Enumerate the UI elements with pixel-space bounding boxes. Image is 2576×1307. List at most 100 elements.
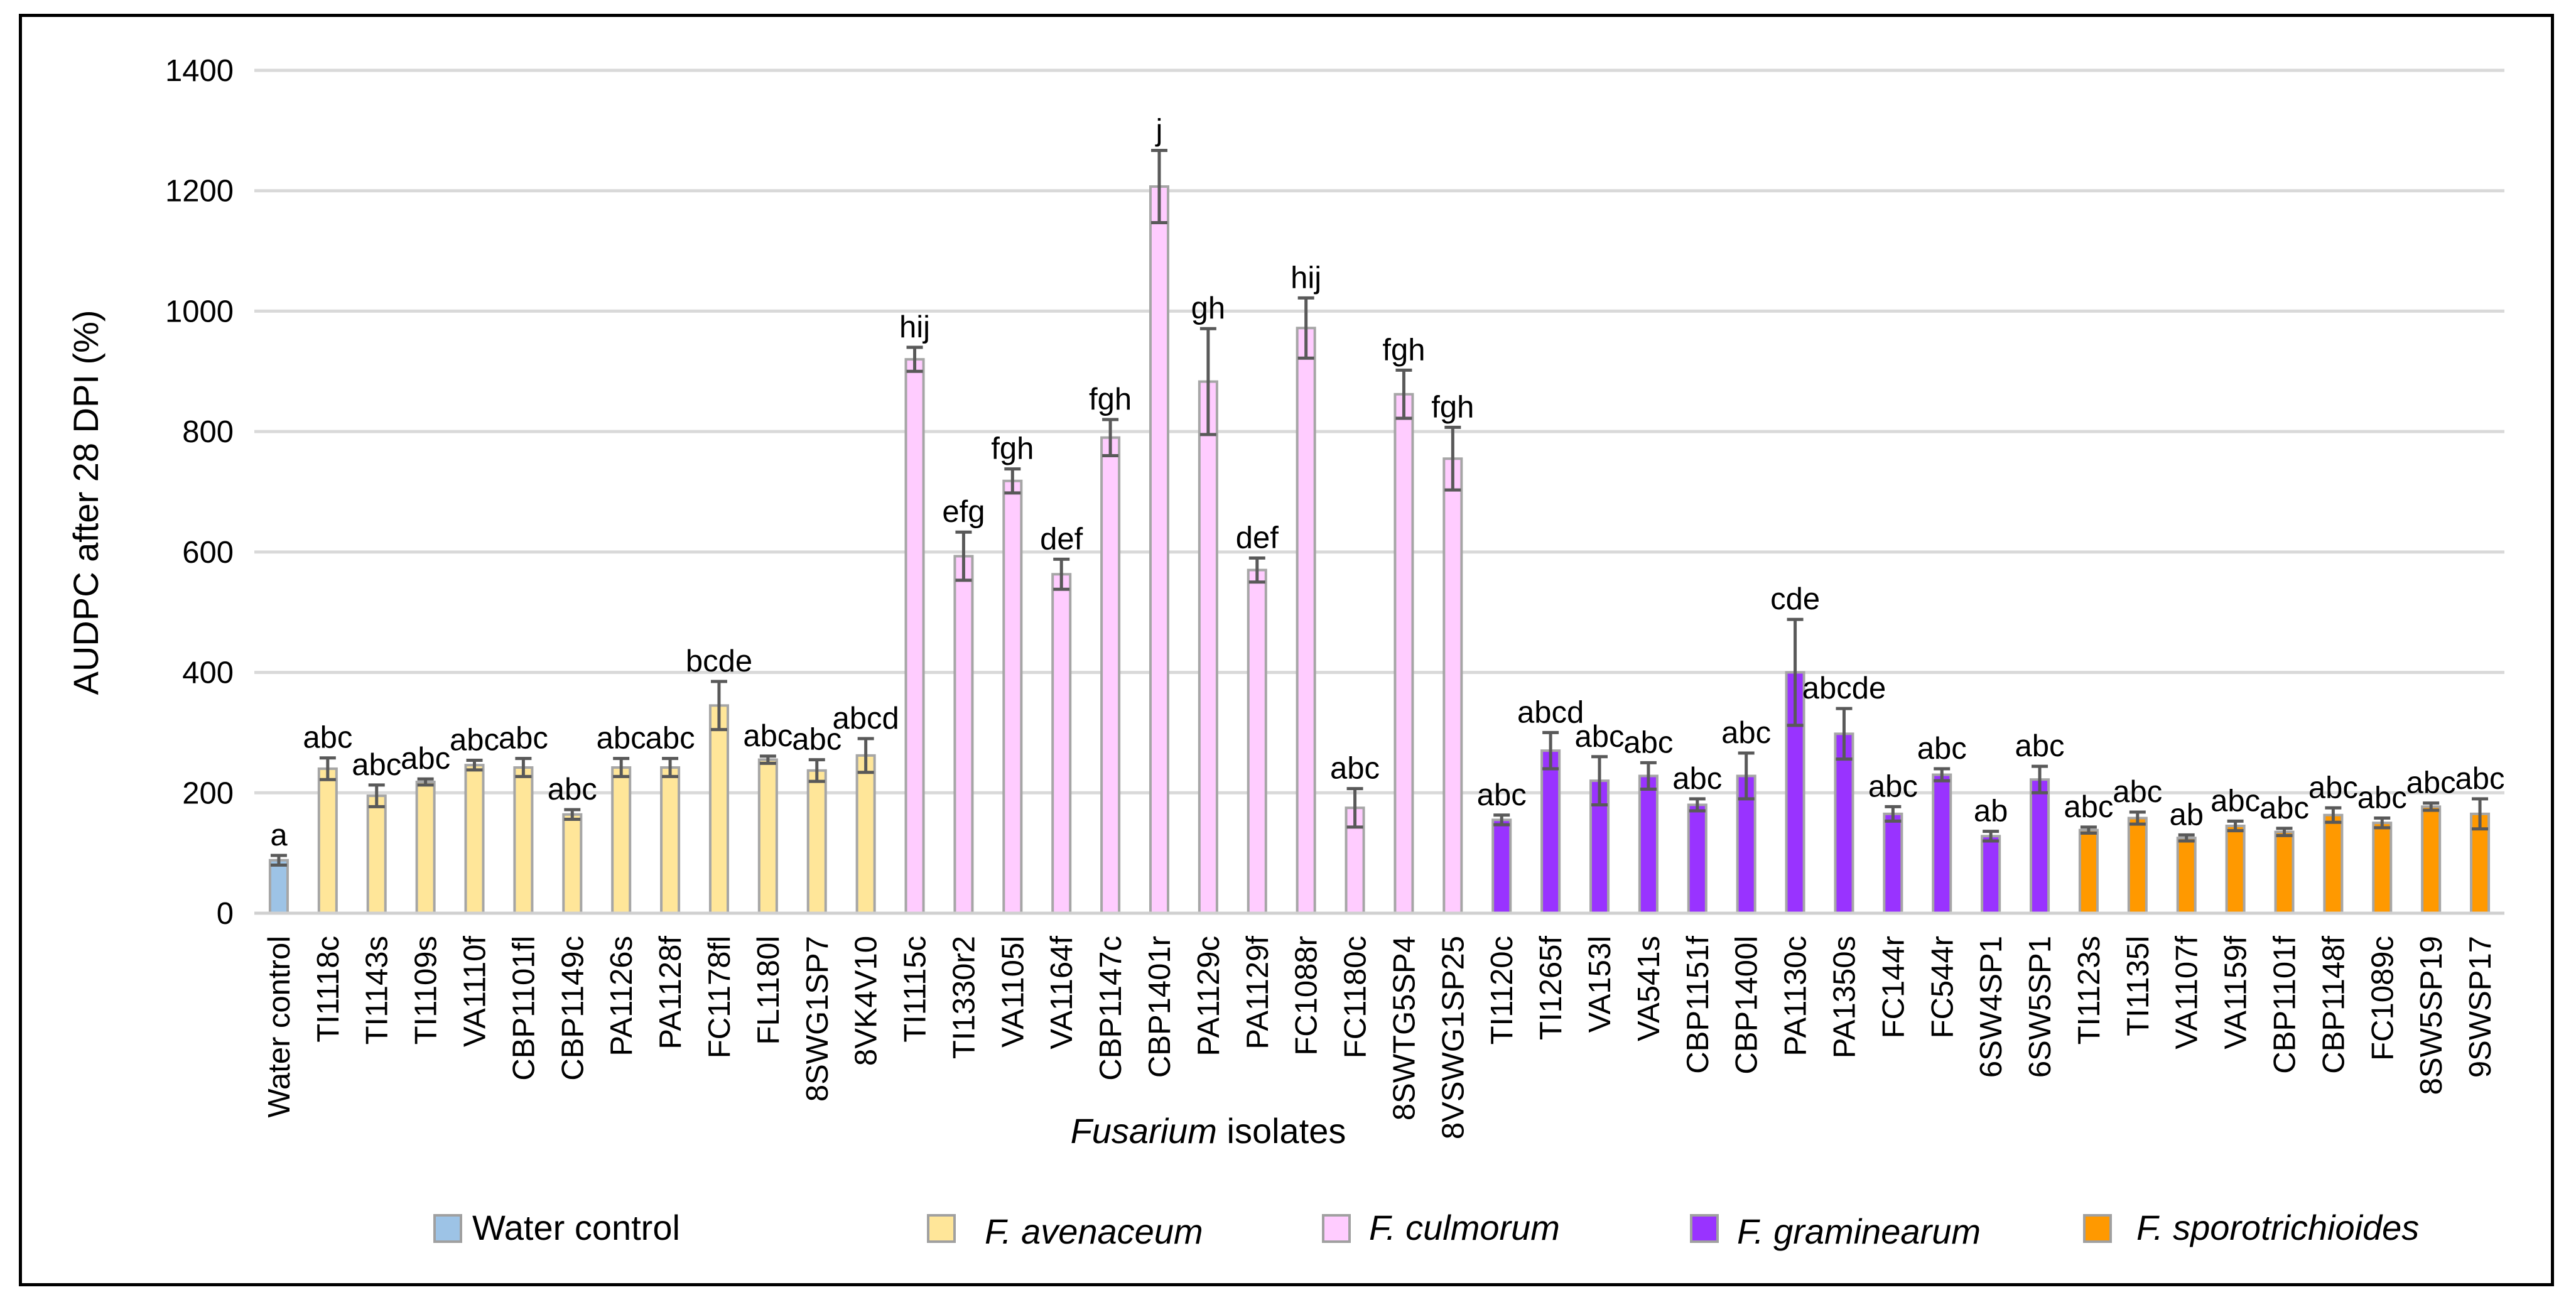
error-bar (2374, 816, 2391, 830)
x-tick-label: 8VSWG1SP25 (1436, 936, 1470, 1139)
error-bar (1836, 707, 1853, 761)
bar (1883, 812, 1903, 914)
x-tick-label: FC1178fl (703, 936, 737, 1058)
x-tick-label: 9SWSP17 (2464, 936, 2498, 1078)
x-axis-title: Fusarium isolates (1071, 1111, 1346, 1151)
y-tick-label: 600 (182, 536, 234, 570)
significance-label: abc (499, 722, 548, 756)
x-tick-label: CBP1401r (1143, 936, 1177, 1078)
x-tick-label: 6SW5SP1 (2023, 936, 2057, 1078)
error-bar (613, 757, 630, 778)
error-bar (808, 758, 825, 783)
bar (1834, 732, 1854, 914)
significance-label: abc (450, 724, 499, 757)
error-bar (1591, 755, 1608, 806)
bar (366, 795, 387, 915)
error-bar (319, 756, 336, 781)
bar (1394, 393, 1414, 914)
bar (1198, 380, 1218, 914)
x-tick-label: FC144r (1876, 936, 1910, 1038)
x-tick-label: CBP1147c (1094, 936, 1128, 1081)
error-bar (955, 530, 972, 582)
y-tick-label: 800 (182, 415, 234, 449)
x-tick-label: TI1115c (899, 936, 933, 1043)
significance-label: abc (1330, 752, 1380, 786)
y-tick-label: 1000 (165, 295, 234, 328)
x-axis-ticks: Water control TI1118c TI1143s TI1109s VA1110… (262, 936, 2498, 1139)
significance-label: abcd (1517, 695, 1584, 729)
x-tick-label: VA541s (1632, 936, 1666, 1041)
significance-label: ab (1974, 795, 2008, 828)
error-bar (1689, 797, 1706, 813)
legend-swatch-f-avenaceum (927, 1214, 956, 1243)
legend-label-f-avenaceum: F. avenaceum (985, 1212, 1203, 1251)
x-tick-label: VA153l (1583, 936, 1617, 1033)
x-tick-label: TI1109s (409, 936, 443, 1044)
bar (2127, 816, 2148, 914)
bar (660, 766, 681, 915)
error-bar (515, 757, 532, 778)
x-tick-label: TI1143s (360, 936, 394, 1044)
bar (1981, 835, 2001, 914)
error-bar (759, 754, 776, 765)
error-bar (710, 680, 727, 732)
bar (1296, 327, 1316, 914)
x-tick-label: CBP1101f (2268, 936, 2302, 1074)
error-bar (1248, 556, 1265, 584)
significance-label: abc (743, 719, 793, 753)
legend-swatch-water-control (433, 1214, 462, 1243)
significance-label: abc (2211, 784, 2260, 818)
error-bar (1053, 557, 1070, 591)
error-bar (270, 854, 287, 867)
x-tick-label: VA1164f (1045, 936, 1079, 1049)
x-tick-label: CBP1148f (2317, 936, 2351, 1074)
significance-label: abc (352, 748, 401, 782)
significance-label: abc (2064, 790, 2113, 824)
error-bar (1885, 805, 1902, 823)
y-tick-label: 1200 (165, 175, 234, 209)
x-tick-label: CBP1149c (556, 936, 590, 1081)
significance-label: abc (2308, 771, 2358, 805)
significance-label: abc (2015, 729, 2065, 763)
error-bar (1444, 425, 1461, 492)
y-axis-ticks: 0 200 400 600 800 1000 1200 1400 (165, 54, 234, 931)
error-bar (2325, 806, 2342, 824)
bar (2030, 778, 2050, 914)
significance-label: abc (1575, 720, 1625, 754)
bar (1491, 818, 1512, 914)
x-tick-label: TI1265f (1534, 936, 1568, 1041)
y-tick-label: 400 (182, 656, 234, 690)
error-bar (1738, 751, 1755, 801)
error-bar (1102, 418, 1119, 457)
significance-label: abc (1917, 732, 1967, 766)
x-tick-label: PA1350s (1827, 936, 1861, 1058)
significance-label: abc (2455, 762, 2505, 796)
significance-label: fgh (991, 432, 1034, 466)
legend-swatch-f-culmorum (1322, 1214, 1351, 1243)
x-tick-label: TI1118c (311, 936, 345, 1043)
bar (2421, 805, 2442, 915)
x-tick-label: FC1180c (1339, 936, 1373, 1058)
bar (708, 704, 729, 914)
legend-label-water-control: Water control (472, 1208, 680, 1247)
x-tick-label: VA1159f (2219, 936, 2253, 1049)
bar (855, 754, 876, 914)
bar (317, 767, 338, 915)
x-tick-label: 8SWG1SP7 (801, 936, 835, 1102)
x-tick-label: FL1180l (752, 936, 786, 1044)
x-tick-label: FC1089c (2366, 936, 2400, 1061)
legend-swatch-f-graminearum (1690, 1214, 1719, 1243)
significance-label: fgh (1089, 382, 1132, 416)
significance-label: abc (1623, 725, 1673, 759)
y-tick-label: 0 (217, 897, 234, 931)
significance-label: abc (1477, 778, 1527, 812)
y-axis-title: AUDPC after 28 DPI (%) (66, 310, 106, 695)
legend-label-f-sporotrichioides: F. sporotrichioides (2136, 1208, 2419, 1247)
significance-label: def (1236, 521, 1279, 555)
x-tick-label: Water control (262, 936, 296, 1118)
error-bar (2080, 825, 2097, 835)
x-tick-label: 8VK4V10 (850, 936, 884, 1066)
bar (2078, 828, 2099, 915)
x-tick-label: VA1110f (458, 936, 492, 1047)
bar (1638, 774, 1659, 914)
